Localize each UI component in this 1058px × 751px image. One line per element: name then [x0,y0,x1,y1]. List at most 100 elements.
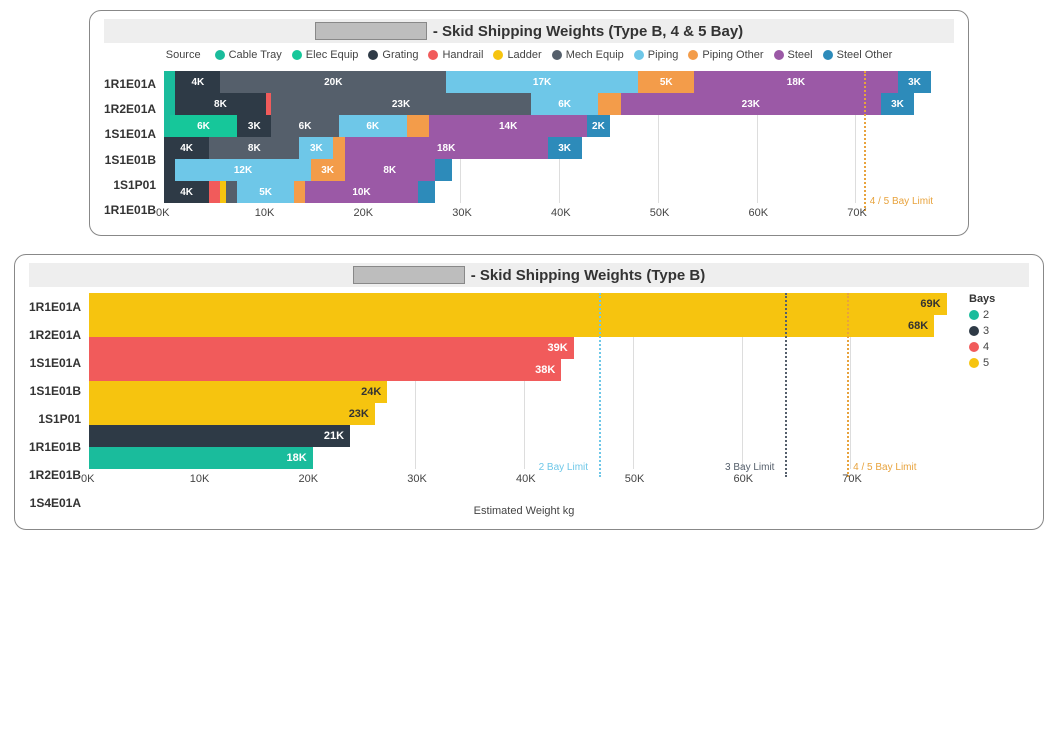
bar-segment[interactable]: 3K [898,71,932,93]
chart2-title: - Skid Shipping Weights (Type B) [471,267,705,284]
bar-segment[interactable]: 6K [271,115,339,137]
legend-item[interactable]: Ladder [493,49,541,61]
legend-swatch [969,342,979,352]
bar-row[interactable]: 21K [89,425,959,447]
bar-segment[interactable]: 8K [209,137,299,159]
bar-segment[interactable]: 8K [345,159,435,181]
legend-label: Elec Equip [306,49,359,61]
legend-label: Steel [788,49,813,61]
bar-segment[interactable]: 5K [237,181,293,203]
bar-row[interactable]: 69K [89,293,959,315]
ylabel: 1S1P01 [104,179,156,191]
legend-item[interactable]: Handrail [428,49,483,61]
bar-segment[interactable]: 23K [621,93,881,115]
bar-segment[interactable] [418,181,435,203]
bar-row[interactable]: 6K3K6K6K14K2K [164,115,954,137]
bar-segment[interactable]: 5K [638,71,694,93]
bar-row[interactable]: 4K20K17K5K18K3K [164,71,954,93]
bar-segment[interactable]: 8K [175,93,265,115]
legend-swatch [428,50,438,60]
bar[interactable]: 69K [89,293,947,315]
legend-item[interactable]: 5 [969,357,1029,369]
bar-segment[interactable]: 20K [220,71,446,93]
bar-segment[interactable]: 12K [175,159,310,181]
bar-segment[interactable]: 3K [548,137,582,159]
bar[interactable]: 21K [89,425,350,447]
legend-item[interactable]: Cable Tray [215,49,282,61]
bar[interactable]: 68K [89,315,934,337]
legend-item[interactable]: 4 [969,341,1029,353]
ref-line-label: 2 Bay Limit [539,462,588,473]
legend-item[interactable]: Steel Other [823,49,893,61]
bar-segment[interactable]: 23K [271,93,531,115]
bar-segment[interactable]: 6K [170,115,238,137]
legend-item[interactable]: Elec Equip [292,49,359,61]
legend-item[interactable]: Grating [368,49,418,61]
chart1-plot-area: 4K20K17K5K18K3K8K23K6K23K3K6K3K6K6K14K2K… [164,71,954,203]
legend-swatch [774,50,784,60]
bar-row[interactable]: 68K [89,315,959,337]
bar-row[interactable]: 38K [89,359,959,381]
chart1-legend: Source Cable TrayElec EquipGratingHandra… [104,49,954,61]
bar[interactable]: 24K [89,381,387,403]
bar-segment[interactable]: 4K [164,137,209,159]
bar-segment[interactable]: 4K [164,181,209,203]
legend-label: Mech Equip [566,49,624,61]
bar-segment[interactable] [164,93,175,115]
bar-segment[interactable] [598,93,621,115]
legend-item[interactable]: 2 [969,309,1029,321]
bar-segment[interactable]: 18K [345,137,548,159]
bar-segment[interactable]: 6K [531,93,599,115]
legend-item[interactable]: 3 [969,325,1029,337]
bar-segment[interactable]: 6K [339,115,407,137]
bar-row[interactable]: 23K [89,403,959,425]
bar-segment[interactable] [294,181,305,203]
bar-row[interactable]: 4K8K3K18K3K [164,137,954,159]
bar-row[interactable]: 8K23K6K23K3K [164,93,954,115]
ylabel: 1S1E01B [104,154,156,166]
bar-segment[interactable] [164,159,175,181]
ref-line [864,71,866,211]
bar-row[interactable]: 12K3K8K [164,159,954,181]
redacted-box [353,266,465,284]
legend-item[interactable]: Piping [634,49,679,61]
chart2-title-bar: - Skid Shipping Weights (Type B) [29,263,1029,287]
bar[interactable]: 39K [89,337,574,359]
bar-segment[interactable]: 10K [305,181,418,203]
chart1-card: - Skid Shipping Weights (Type B, 4 & 5 B… [89,10,969,236]
bar-segment[interactable]: 17K [446,71,638,93]
bar-segment[interactable] [407,115,430,137]
bar-segment[interactable] [209,181,220,203]
xaxis-tick: 30K [452,207,472,219]
bar-row[interactable]: 18K [89,447,959,469]
legend-item[interactable]: Mech Equip [552,49,624,61]
bar-segment[interactable]: 3K [311,159,345,181]
ylabel: 1R1E01B [104,204,156,216]
bar-segment[interactable] [164,71,175,93]
bar-segment[interactable]: 3K [237,115,271,137]
legend-item[interactable]: Piping Other [688,49,763,61]
xaxis-tick: 10K [255,207,275,219]
legend-swatch [215,50,225,60]
legend-label: Handrail [442,49,483,61]
bar-segment[interactable]: 18K [694,71,897,93]
legend-item[interactable]: Steel [774,49,813,61]
bar-segment[interactable]: 3K [881,93,915,115]
legend-label: Grating [382,49,418,61]
bar[interactable]: 38K [89,359,561,381]
bar-segment[interactable]: 2K [587,115,610,137]
bar[interactable]: 18K [89,447,313,469]
bar-row[interactable]: 39K [89,337,959,359]
bar[interactable]: 23K [89,403,375,425]
bar-row[interactable]: 4K 5K 10K [164,181,954,203]
bar-segment[interactable]: 14K [429,115,587,137]
bar-segment[interactable] [435,159,452,181]
legend-label: 3 [983,325,989,337]
chart2-card: - Skid Shipping Weights (Type B) 1R1E01A… [14,254,1044,530]
bar-segment[interactable]: 3K [299,137,333,159]
bar-segment[interactable] [333,137,344,159]
bar-segment[interactable]: 4K [175,71,220,93]
bar-segment[interactable] [226,181,237,203]
ref-line-label: 4 / 5 Bay Limit [870,196,933,207]
bar-row[interactable]: 24K [89,381,959,403]
